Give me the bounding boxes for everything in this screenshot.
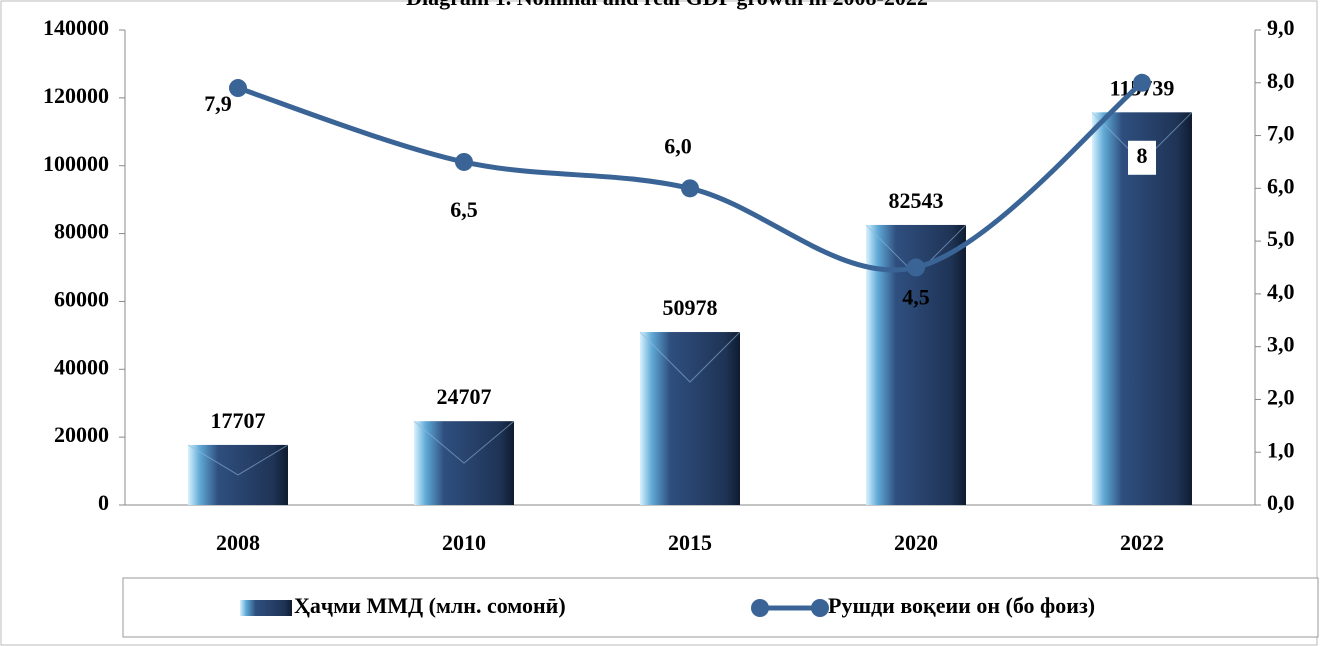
bar-bevel xyxy=(413,420,515,464)
x-tick-label: 2008 xyxy=(216,530,260,555)
line-marker xyxy=(907,258,925,277)
y2-tick-label: 8,0 xyxy=(1267,68,1295,93)
y2-tick-label: 3,0 xyxy=(1267,332,1295,357)
bar-bevel xyxy=(639,331,741,383)
bar xyxy=(640,332,740,505)
label-box xyxy=(1128,140,1156,175)
y2-tick-label: 4,0 xyxy=(1267,279,1295,304)
line-value-label: 4,5 xyxy=(902,285,930,310)
x-tick-label: 2020 xyxy=(894,530,938,555)
y-tick-label: 80000 xyxy=(54,219,109,244)
legend-label: Рушди воқеии он (бо фоиз) xyxy=(828,593,1095,618)
x-tick-label: 2010 xyxy=(442,530,486,555)
y-tick-label: 120000 xyxy=(43,83,109,108)
y2-tick-label: 7,0 xyxy=(1267,121,1295,146)
y2-tick-label: 5,0 xyxy=(1267,226,1295,251)
bar-value-label: 82543 xyxy=(889,188,944,213)
y2-tick-label: 9,0 xyxy=(1267,15,1295,40)
y2-tick-label: 1,0 xyxy=(1267,437,1295,462)
line-marker xyxy=(229,79,247,98)
y-tick-label: 20000 xyxy=(54,422,109,447)
x-tick-label: 2015 xyxy=(668,530,712,555)
legend-marker xyxy=(751,599,769,617)
line-marker xyxy=(1133,73,1151,92)
line xyxy=(237,80,1144,273)
line-value-label: 7,9 xyxy=(204,91,232,116)
y-tick-label: 0 xyxy=(98,490,109,515)
legend xyxy=(122,577,1319,638)
legend-marker xyxy=(811,599,829,617)
y-tick-label: 40000 xyxy=(54,354,109,379)
bar xyxy=(1092,112,1192,505)
legend-swatch xyxy=(240,600,292,616)
legend-label: Ҳаҷми ММД (млн. сомонӣ) xyxy=(294,593,566,618)
line-marker xyxy=(455,152,473,171)
y-tick-label: 140000 xyxy=(43,15,109,40)
x-tick-label: 2022 xyxy=(1120,530,1164,555)
bar-value-label: 24707 xyxy=(437,384,492,409)
y-tick-label: 100000 xyxy=(43,151,109,176)
chart-title: Diagram 1. Nominal and real GDP growth i… xyxy=(406,0,928,10)
line-value-label: 8 xyxy=(1137,143,1148,168)
y2-tick-label: 6,0 xyxy=(1267,173,1295,198)
bar-bevel xyxy=(187,444,289,476)
line-value-label: 6,5 xyxy=(450,197,478,222)
bar-value-label: 50978 xyxy=(663,295,718,320)
y-tick-label: 60000 xyxy=(54,286,109,311)
y2-tick-label: 2,0 xyxy=(1267,384,1295,409)
bar-value-label: 17707 xyxy=(211,408,266,433)
line-marker xyxy=(681,179,699,198)
line-value-label: 6,0 xyxy=(664,133,692,158)
y2-tick-label: 0,0 xyxy=(1267,490,1295,515)
